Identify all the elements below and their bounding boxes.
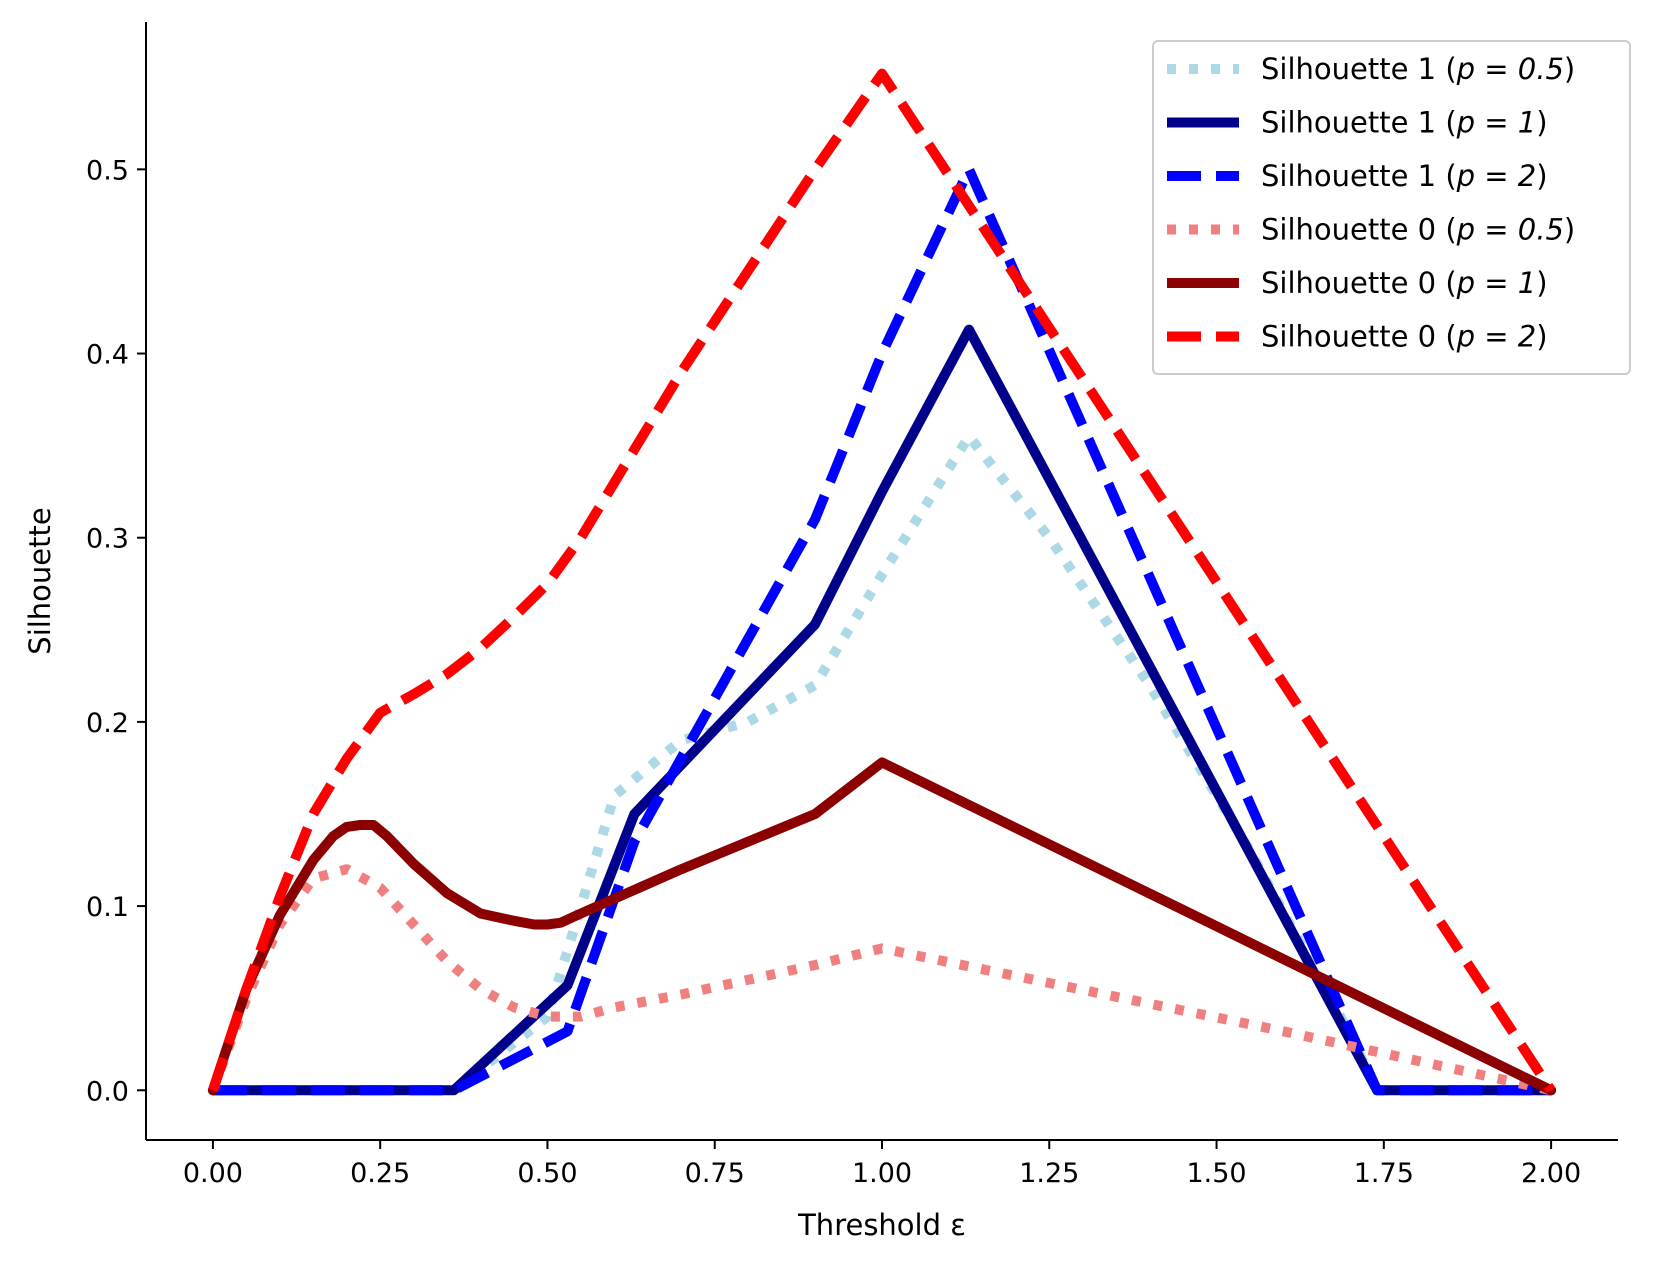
series-line-5 [207, 757, 1557, 1096]
series-line-6 [208, 68, 1556, 1094]
legend-box [1152, 40, 1631, 375]
y-axis-label: Silhouette [23, 507, 57, 654]
legend: Silhouette 1 (p = 0.5) Silhouette 1 (p = … [1152, 40, 1631, 375]
x-tick-label: 0.75 [685, 1158, 745, 1189]
series-line-1 [212, 431, 1552, 1096]
x-tick-label: 1.75 [1354, 1158, 1414, 1189]
legend-entry-6: Silhouette 0 (p = 2) [1261, 320, 1548, 354]
legend-entry-2: Silhouette 1 (p = 1) [1261, 106, 1548, 140]
series-line-4 [208, 864, 1553, 1096]
x-tick-label: 2.00 [1521, 1158, 1581, 1189]
x-axis-label: Threshold ε [797, 1208, 966, 1242]
y-tick-label: 0.1 [86, 892, 129, 923]
legend-entry-1: Silhouette 1 (p = 0.5) [1261, 52, 1575, 86]
plot-lines [207, 68, 1557, 1096]
x-tick-label: 1.50 [1186, 1158, 1246, 1189]
legend-entry-5: Silhouette 0 (p = 1) [1261, 266, 1548, 300]
x-tick-label: 0.25 [350, 1158, 410, 1189]
x-tick-label: 0.00 [183, 1158, 243, 1189]
x-tick-label: 1.25 [1019, 1158, 1079, 1189]
legend-entry-4: Silhouette 0 (p = 0.5) [1261, 213, 1575, 247]
series-line-3 [212, 164, 1552, 1096]
y-tick-label: 0.3 [86, 524, 129, 555]
y-tick-label: 0.2 [86, 708, 129, 739]
y-axis-ticks: 0.0 0.1 0.2 0.3 0.4 0.5 [86, 155, 146, 1107]
x-tick-label: 0.50 [517, 1158, 577, 1189]
y-tick-label: 0.5 [86, 155, 129, 186]
legend-entry-3: Silhouette 1 (p = 2) [1261, 159, 1548, 193]
x-axis-ticks: 0.00 0.25 0.50 0.75 1.00 1.25 1.50 1.75 2.00 [183, 1140, 1581, 1189]
y-tick-label: 0.4 [86, 340, 129, 371]
x-tick-label: 1.00 [852, 1158, 912, 1189]
series-line-2 [207, 324, 1557, 1096]
y-tick-label: 0.0 [86, 1076, 129, 1107]
